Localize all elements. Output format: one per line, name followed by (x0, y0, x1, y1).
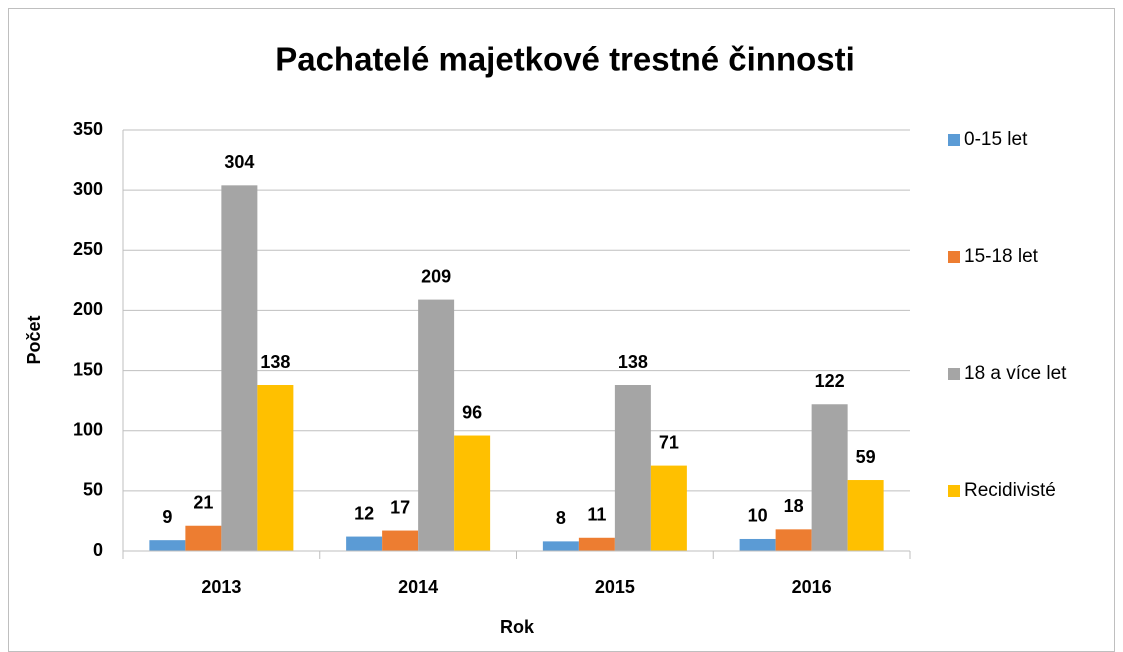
data-label: 59 (856, 447, 876, 467)
bar (257, 385, 294, 551)
bar (650, 465, 687, 551)
legend-swatch (948, 485, 960, 497)
data-label: 209 (421, 266, 451, 286)
data-label: 96 (462, 402, 482, 422)
x-tick-label: 2013 (201, 577, 241, 597)
data-label: 18 (784, 496, 804, 516)
bar (739, 538, 776, 551)
bar (346, 536, 383, 551)
bar (542, 541, 579, 551)
legend-swatch (948, 134, 960, 146)
bar (149, 540, 186, 551)
legend-swatch (948, 368, 960, 380)
data-label: 122 (815, 371, 845, 391)
bar (811, 404, 848, 551)
data-label: 304 (224, 152, 254, 172)
bar (847, 480, 884, 551)
legend-label: 15-18 let (964, 246, 1039, 267)
bar (185, 525, 222, 551)
legend-swatch (948, 251, 960, 263)
y-axis-label: Počet (24, 315, 44, 364)
data-label: 17 (390, 497, 410, 517)
data-label: 11 (587, 505, 606, 525)
y-tick-label: 350 (73, 119, 103, 139)
y-tick-label: 0 (93, 540, 103, 560)
data-label: 138 (260, 352, 290, 372)
y-tick-label: 100 (73, 419, 103, 439)
bar (614, 385, 651, 551)
y-tick-label: 200 (73, 299, 103, 319)
x-axis-label: Rok (500, 617, 535, 637)
data-label: 10 (748, 506, 768, 526)
data-label: 138 (618, 352, 648, 372)
data-label: 71 (659, 432, 679, 452)
y-tick-label: 300 (73, 179, 103, 199)
bar (454, 435, 491, 551)
bar (221, 185, 258, 551)
data-label: 12 (354, 503, 374, 523)
chart-title: Pachatelé majetkové trestné činnosti (275, 41, 855, 78)
bar (382, 530, 419, 551)
legend-label: Recidivisté (964, 480, 1056, 501)
data-label: 8 (556, 508, 566, 528)
legend-label: 18 a více let (964, 363, 1067, 384)
x-tick-label: 2016 (792, 577, 832, 597)
y-tick-label: 50 (83, 480, 103, 500)
bar (775, 529, 812, 551)
data-label: 9 (162, 507, 172, 527)
legend-label: 0-15 let (964, 129, 1028, 150)
y-tick-label: 250 (73, 239, 103, 259)
x-tick-label: 2015 (595, 577, 635, 597)
chart-border (8, 8, 1115, 652)
bar (418, 299, 455, 551)
x-tick-label: 2014 (398, 577, 438, 597)
y-tick-label: 150 (73, 359, 103, 379)
data-label: 21 (193, 492, 213, 512)
bar (578, 537, 615, 551)
